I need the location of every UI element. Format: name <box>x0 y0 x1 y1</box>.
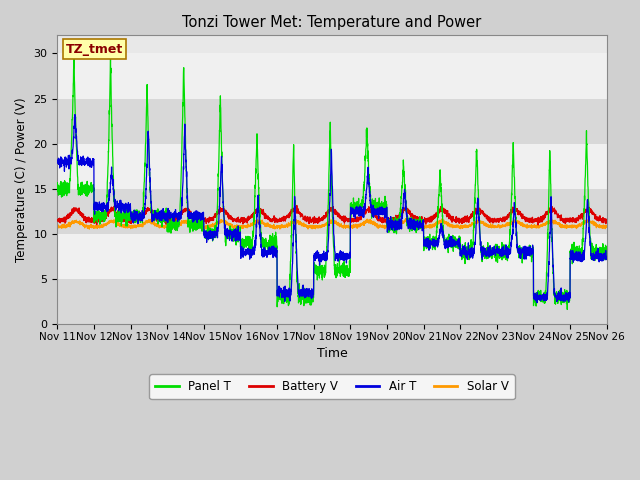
Text: TZ_tmet: TZ_tmet <box>66 43 123 56</box>
Bar <box>58 144 607 189</box>
Bar <box>58 279 607 324</box>
Bar <box>58 53 607 98</box>
Bar <box>58 189 607 234</box>
Y-axis label: Temperature (C) / Power (V): Temperature (C) / Power (V) <box>15 97 28 262</box>
Legend: Panel T, Battery V, Air T, Solar V: Panel T, Battery V, Air T, Solar V <box>149 374 515 399</box>
Bar <box>58 98 607 144</box>
Title: Tonzi Tower Met: Temperature and Power: Tonzi Tower Met: Temperature and Power <box>182 15 482 30</box>
Bar <box>58 234 607 279</box>
X-axis label: Time: Time <box>317 348 348 360</box>
